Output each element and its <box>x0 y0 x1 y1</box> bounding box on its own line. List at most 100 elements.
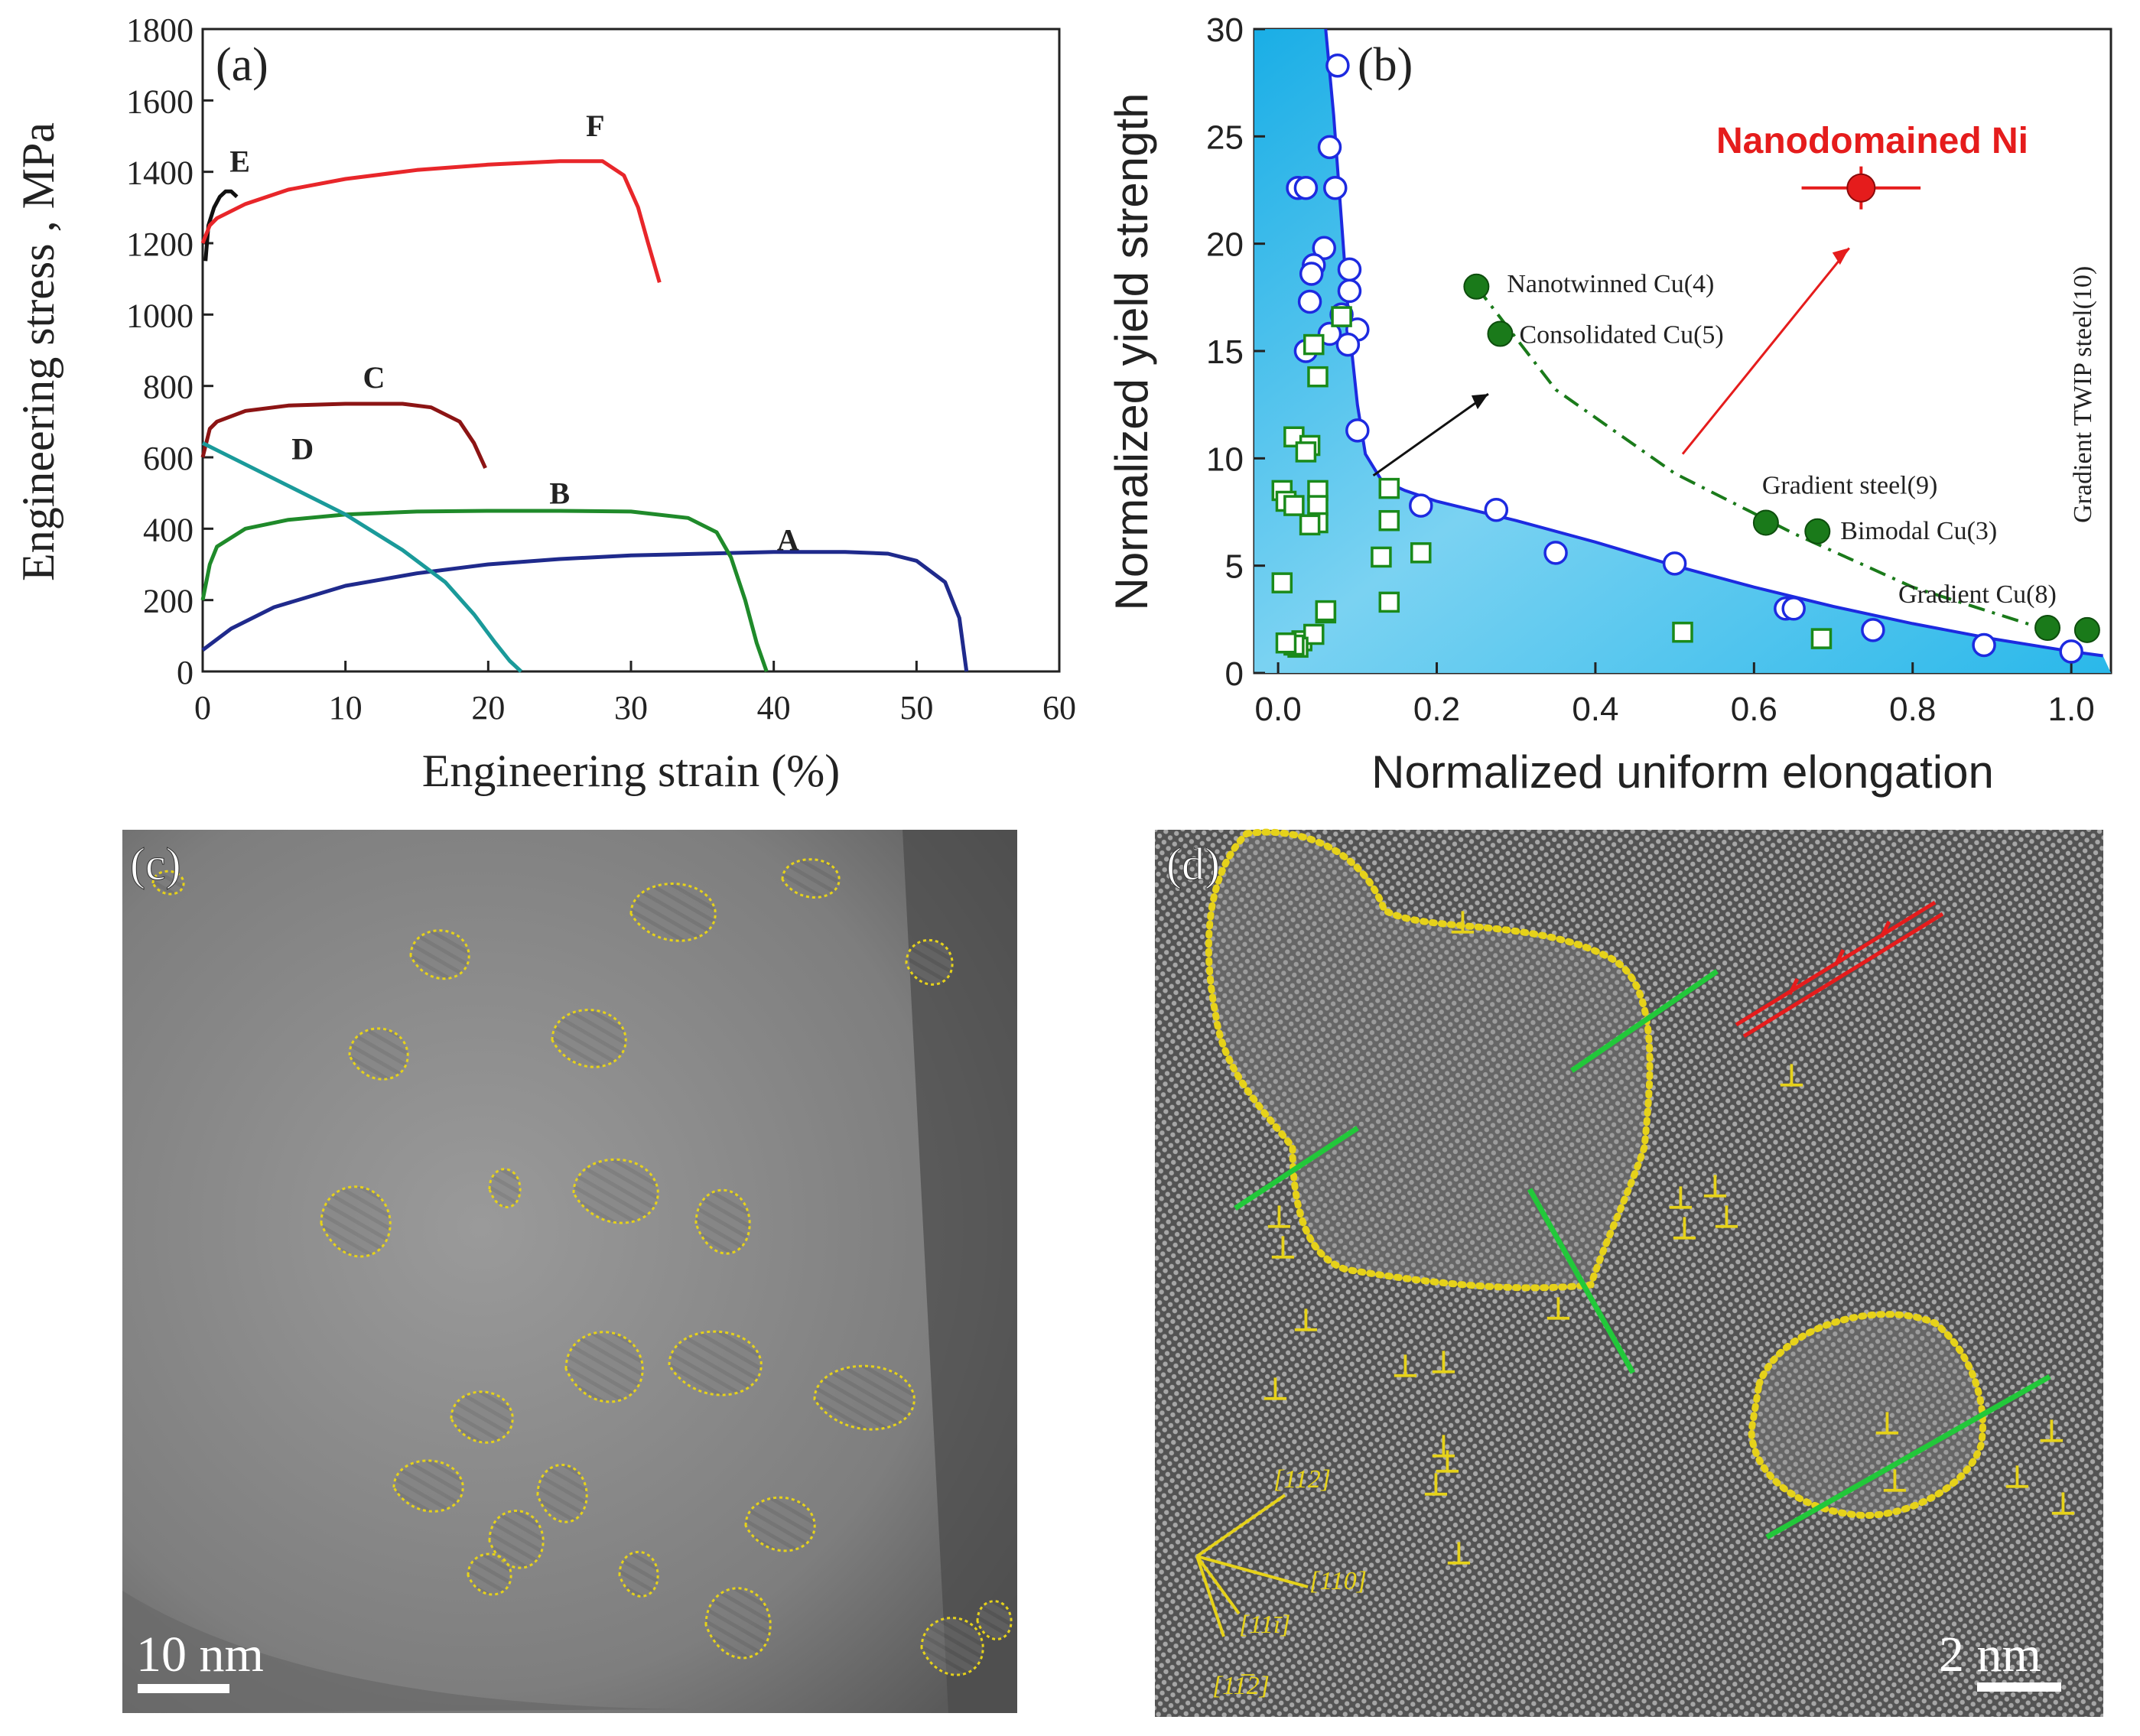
panel-c-label: (c) <box>130 839 181 889</box>
c-domain-outline <box>905 938 954 986</box>
b-square-point <box>1378 477 1400 499</box>
d-dislocation-symbol: ⊥ <box>1713 1200 1740 1234</box>
a-x-tick-label: 40 <box>757 689 791 727</box>
b-circle-point <box>1297 289 1322 314</box>
b-circle-point <box>1337 257 1362 282</box>
c-domain-outline <box>744 1496 816 1552</box>
a-y-tick-label: 600 <box>143 440 194 477</box>
c-domain-outline <box>668 1330 763 1396</box>
b-literature-point <box>1463 273 1490 300</box>
c-domain-outline <box>467 1552 512 1596</box>
d-dislocation-symbol: ⊥ <box>2050 1487 2077 1521</box>
d-dislocation-symbol: ⊥ <box>1430 1429 1457 1464</box>
green-line <box>1570 969 1719 1073</box>
panel-c-scale-label: 10 nm <box>136 1627 264 1682</box>
d-dislocation-symbol: ⊥ <box>1545 1292 1572 1326</box>
a-series-label-C: C <box>363 360 385 395</box>
b-square-point <box>1307 495 1329 516</box>
c-domain-outline <box>551 1009 627 1068</box>
green-line <box>1527 1188 1636 1374</box>
b-literature-point <box>2034 615 2061 642</box>
b-y-tick-label: 25 <box>1206 119 1244 156</box>
a-x-tick-label: 10 <box>329 689 363 727</box>
a-series-label-A: A <box>777 522 799 557</box>
d-dislocation-symbol: ⊥ <box>1449 905 1476 940</box>
b-y-tick-label: 10 <box>1206 441 1244 478</box>
c-domain-outline <box>629 883 717 942</box>
b-literature-point <box>1752 509 1779 536</box>
c-domain-outline <box>151 870 185 896</box>
panel-a-stress-strain-chart: 0 200 400 600 800 1000 1200 1400 1600 1800 0 10 20 3… <box>13 11 1076 796</box>
panel-b-label: (b) <box>1358 39 1413 91</box>
a-series-line-F <box>200 159 662 283</box>
direction-arrow <box>1195 1555 1241 1615</box>
a-series-label-E: E <box>229 145 250 179</box>
d-dislocation-symbol: ⊥ <box>1430 1345 1457 1380</box>
b-circle-point <box>2059 639 2083 664</box>
b-circle-point <box>1325 53 1350 78</box>
b-circle-point <box>1662 551 1687 576</box>
c-domain-outline <box>348 1027 409 1081</box>
b-x-tick-label: 0.8 <box>1889 691 1936 728</box>
c-domain-outline <box>813 1364 916 1431</box>
d-dislocation-symbol: ⊥ <box>1262 1372 1289 1406</box>
a-series-line-B <box>200 509 769 672</box>
d-dislocation-symbol: ⊥ <box>1266 1200 1293 1234</box>
b-x-tick-label: 0.2 <box>1413 691 1460 728</box>
panel-a-x-axis-label: Engineering strain (%) <box>422 746 840 796</box>
b-square-point <box>1271 572 1293 593</box>
panel-c-tem-image: (c) 10 nm <box>122 830 1017 1713</box>
b-square-point <box>1810 628 1833 649</box>
b-literature-label: Gradient Cu(8) <box>1898 580 2057 609</box>
c-domain-outline <box>320 1185 392 1258</box>
panel-b-strength-ductility-chart: 0 5 10 15 20 25 30 0.0 0.2 0.4 0.6 0.8 1.0 Nanotwin… <box>1106 11 2112 798</box>
a-series-label-B: B <box>549 476 570 511</box>
b-x-tick-label: 1.0 <box>2048 691 2095 728</box>
b-literature-label: Gradient TWIP steel(10) <box>2069 266 2097 523</box>
d-dislocation-symbol: ⊥ <box>1446 1536 1472 1571</box>
c-domain-outline <box>976 1600 1013 1640</box>
red-arrows <box>1787 920 1891 996</box>
b-red-arrow <box>1681 247 1850 455</box>
d-dislocation-symbol: ⊥ <box>1702 1169 1729 1204</box>
b-square-point <box>1307 366 1329 388</box>
panel-b-highlight-label: Nanodomained Ni <box>1716 121 2028 161</box>
a-x-tick-label: 0 <box>194 689 211 727</box>
b-literature-point <box>1804 518 1831 545</box>
b-circle-point <box>1293 175 1319 200</box>
b-square-point <box>1371 546 1392 568</box>
panel-d-domain-boundary-2 <box>1748 1311 1986 1519</box>
b-literature-point <box>2073 616 2100 643</box>
panel-d-direction-arrows <box>1195 1494 1309 1637</box>
d-dislocation-symbol: ⊥ <box>1423 1468 1449 1502</box>
panel-d-red-markers <box>1735 900 1944 1039</box>
b-circle-point <box>1335 332 1361 357</box>
b-ni-point <box>1846 173 1876 203</box>
red-line <box>1742 912 1944 1039</box>
c-domain-outline <box>536 1464 588 1523</box>
b-literature-label: Nanotwinned Cu(4) <box>1507 270 1714 298</box>
b-square-point <box>1410 542 1432 564</box>
b-square-point <box>1299 514 1321 536</box>
b-square-point <box>1295 441 1317 463</box>
b-square-point <box>1283 495 1305 516</box>
a-y-tick-label: 0 <box>177 654 194 691</box>
panel-b-y-axis-label: Normalized yield strength <box>1106 93 1157 611</box>
green-line <box>1765 1374 2051 1540</box>
panel-b-literature-trend <box>1475 285 2048 632</box>
panel-d-label: (d) <box>1166 839 1220 889</box>
a-series-label-D: D <box>291 431 314 466</box>
panel-d-scale-bar <box>1977 1682 2061 1692</box>
a-series-line-D <box>201 441 523 673</box>
d-dislocation-symbol: ⊥ <box>1293 1303 1319 1338</box>
b-circle-point <box>1861 618 1885 642</box>
a-x-tick-label: 20 <box>471 689 505 727</box>
direction-arrow <box>1195 1494 1286 1558</box>
c-domain-outline <box>618 1550 659 1598</box>
panel-c-scale-bar <box>138 1684 229 1693</box>
b-circle-point <box>1345 418 1370 443</box>
c-domain-outline <box>392 1459 464 1513</box>
b-y-tick-label: 15 <box>1206 333 1244 371</box>
b-y-tick-label: 0 <box>1225 655 1244 693</box>
